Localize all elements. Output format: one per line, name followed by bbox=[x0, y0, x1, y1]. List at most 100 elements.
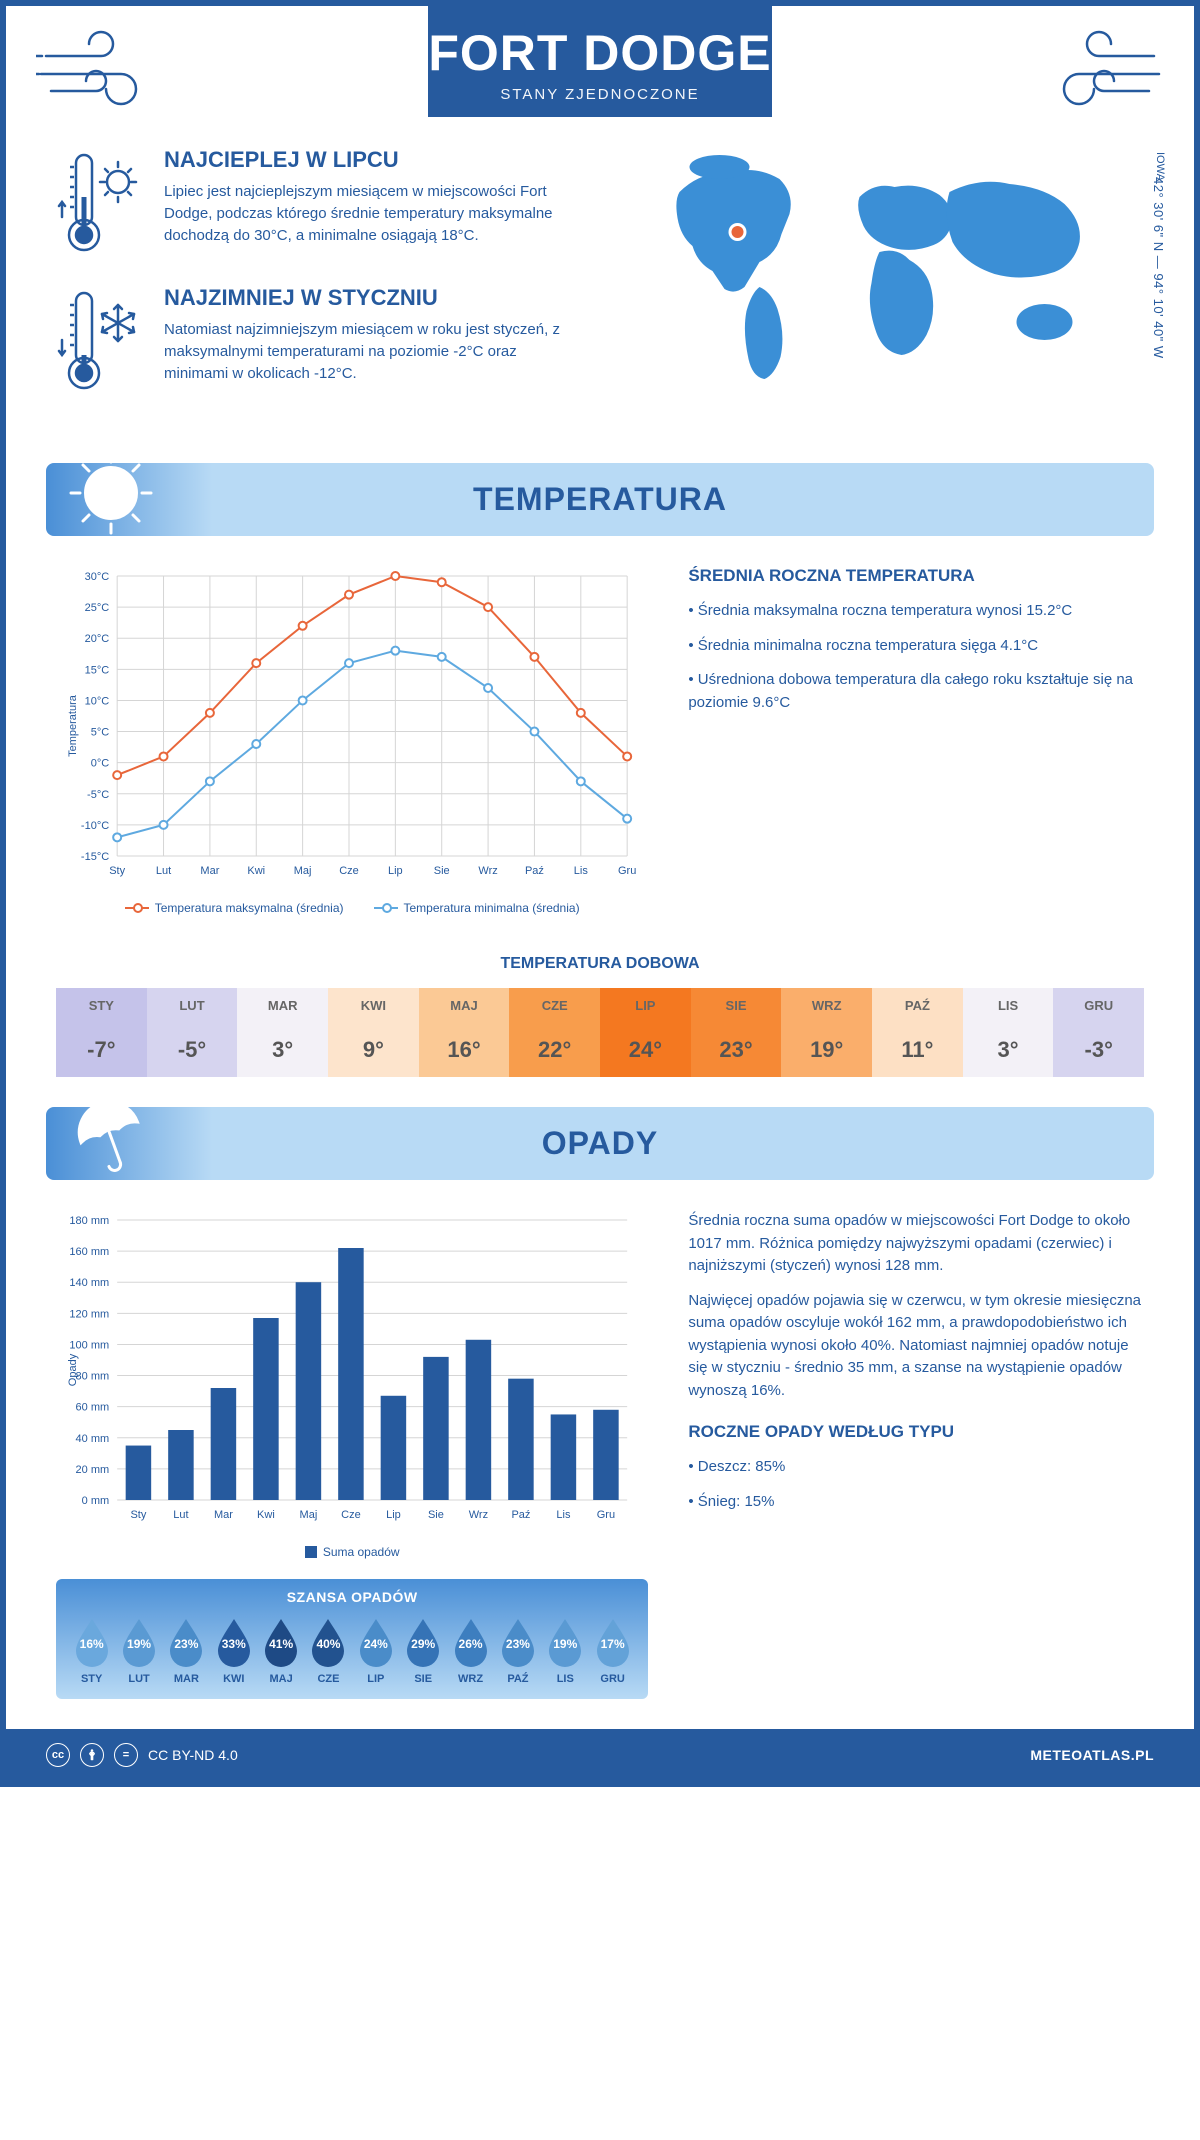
precip-chart-row: 0 mm20 mm40 mm60 mm80 mm100 mm120 mm140 … bbox=[6, 1210, 1194, 1729]
thermometer-hot-icon bbox=[56, 147, 146, 257]
svg-text:Wrz: Wrz bbox=[478, 865, 497, 877]
drop-cell: 33%KWI bbox=[210, 1615, 257, 1685]
chance-title: SZANSA OPADÓW bbox=[68, 1589, 636, 1605]
drop-cell: 19%LUT bbox=[115, 1615, 162, 1685]
legend-min: Temperatura minimalna (średnia) bbox=[374, 901, 580, 915]
cc-icon: cc bbox=[46, 1743, 70, 1767]
svg-text:20 mm: 20 mm bbox=[76, 1464, 110, 1476]
precip-heading: OPADY bbox=[46, 1125, 1154, 1162]
svg-text:Maj: Maj bbox=[294, 865, 312, 877]
dobowa-cell: CZE22° bbox=[509, 988, 600, 1077]
dobowa-cell: KWI9° bbox=[328, 988, 419, 1077]
precip-text-1: Średnia roczna suma opadów w miejscowośc… bbox=[688, 1210, 1144, 1278]
nd-icon: = bbox=[114, 1743, 138, 1767]
temp-side-text: ŚREDNIA ROCZNA TEMPERATURA • Średnia mak… bbox=[688, 566, 1144, 915]
by-icon: 🛉 bbox=[80, 1743, 104, 1767]
hot-block: NAJCIEPLEJ W LIPCU Lipiec jest najcieple… bbox=[56, 147, 585, 257]
svg-text:Wrz: Wrz bbox=[469, 1509, 488, 1521]
license-text: CC BY-ND 4.0 bbox=[148, 1747, 238, 1763]
drop-cell: 29%SIE bbox=[400, 1615, 447, 1685]
intro-section: NAJCIEPLEJ W LIPCU Lipiec jest najcieple… bbox=[6, 117, 1194, 443]
precipitation-bar-chart: 0 mm20 mm40 mm60 mm80 mm100 mm120 mm140 … bbox=[56, 1210, 648, 1530]
legend-max: Temperatura maksymalna (średnia) bbox=[125, 901, 344, 915]
svg-text:Maj: Maj bbox=[300, 1509, 318, 1521]
precip-text-2: Najwięcej opadów pojawia się w czerwcu, … bbox=[688, 1290, 1144, 1403]
hot-heading: NAJCIEPLEJ W LIPCU bbox=[164, 147, 585, 173]
svg-text:180 mm: 180 mm bbox=[69, 1215, 109, 1227]
drop-cell: 26%WRZ bbox=[447, 1615, 494, 1685]
precip-side-text: Średnia roczna suma opadów w miejscowośc… bbox=[688, 1210, 1144, 1699]
footer-site: METEOATLAS.PL bbox=[1030, 1747, 1154, 1763]
svg-text:-5°C: -5°C bbox=[87, 789, 109, 801]
temp-side-item-2: • Uśredniona dobowa temperatura dla całe… bbox=[688, 669, 1144, 714]
precip-type-heading: ROCZNE OPADY WEDŁUG TYPU bbox=[688, 1422, 1144, 1442]
hot-paragraph: Lipiec jest najcieplejszym miesiącem w m… bbox=[164, 181, 585, 246]
svg-text:30°C: 30°C bbox=[85, 571, 110, 583]
svg-text:Temperatura: Temperatura bbox=[67, 694, 79, 757]
drop-cell: 16%STY bbox=[68, 1615, 115, 1685]
legend-precip: Suma opadów bbox=[305, 1545, 400, 1559]
chance-drops-row: 16%STY19%LUT23%MAR33%KWI41%MAJ40%CZE24%L… bbox=[68, 1615, 636, 1685]
wind-icon-right bbox=[1024, 26, 1164, 116]
temp-chart-box: -15°C-10°C-5°C0°C5°C10°C15°C20°C25°C30°C… bbox=[56, 566, 648, 915]
svg-text:Cze: Cze bbox=[341, 1509, 361, 1521]
precip-banner: OPADY bbox=[46, 1107, 1154, 1180]
svg-text:Lut: Lut bbox=[156, 865, 171, 877]
drop-cell: 41%MAJ bbox=[257, 1615, 304, 1685]
precip-chart-box: 0 mm20 mm40 mm60 mm80 mm100 mm120 mm140 … bbox=[56, 1210, 648, 1699]
svg-text:Kwi: Kwi bbox=[247, 865, 265, 877]
drop-cell: 19%LIS bbox=[542, 1615, 589, 1685]
map-column: IOWA 42° 30' 6" N — 94° 10' 40" W bbox=[615, 147, 1144, 423]
temp-chart-row: -15°C-10°C-5°C0°C5°C10°C15°C20°C25°C30°C… bbox=[6, 566, 1194, 945]
svg-text:Lis: Lis bbox=[574, 865, 589, 877]
footer: cc 🛉 = CC BY-ND 4.0 METEOATLAS.PL bbox=[6, 1729, 1194, 1781]
dobowa-cell: MAJ16° bbox=[419, 988, 510, 1077]
svg-text:Gru: Gru bbox=[597, 1509, 615, 1521]
infographic-page: FORT DODGE STANY ZJEDNOCZONE bbox=[0, 0, 1200, 1787]
drop-cell: 23%PAŹ bbox=[494, 1615, 541, 1685]
svg-text:-15°C: -15°C bbox=[81, 851, 109, 863]
temp-side-item-1: • Średnia minimalna roczna temperatura s… bbox=[688, 635, 1144, 658]
chance-box: SZANSA OPADÓW 16%STY19%LUT23%MAR33%KWI41… bbox=[56, 1579, 648, 1699]
svg-text:Kwi: Kwi bbox=[257, 1509, 275, 1521]
drop-cell: 23%MAR bbox=[163, 1615, 210, 1685]
daily-temp-strip: STY-7°LUT-5°MAR3°KWI9°MAJ16°CZE22°LIP24°… bbox=[56, 988, 1144, 1077]
cold-text: NAJZIMNIEJ W STYCZNIU Natomiast najzimni… bbox=[164, 285, 585, 395]
precip-type-0: • Deszcz: 85% bbox=[688, 1456, 1144, 1479]
page-title: FORT DODGE bbox=[428, 24, 771, 82]
svg-text:Mar: Mar bbox=[200, 865, 219, 877]
svg-text:Lis: Lis bbox=[556, 1509, 571, 1521]
svg-text:15°C: 15°C bbox=[85, 664, 110, 676]
cold-paragraph: Natomiast najzimniejszym miesiącem w rok… bbox=[164, 319, 585, 384]
temp-side-item-0: • Średnia maksymalna roczna temperatura … bbox=[688, 600, 1144, 623]
dobowa-cell: PAŹ11° bbox=[872, 988, 963, 1077]
svg-text:Sie: Sie bbox=[428, 1509, 444, 1521]
precip-legend: Suma opadów bbox=[56, 1545, 648, 1559]
temp-legend: Temperatura maksymalna (średnia) Tempera… bbox=[56, 901, 648, 915]
precip-type-1: • Śnieg: 15% bbox=[688, 1491, 1144, 1514]
svg-text:5°C: 5°C bbox=[91, 727, 110, 739]
svg-text:100 mm: 100 mm bbox=[69, 1339, 109, 1351]
svg-text:120 mm: 120 mm bbox=[69, 1308, 109, 1320]
svg-text:Paź: Paź bbox=[525, 865, 544, 877]
footer-license: cc 🛉 = CC BY-ND 4.0 bbox=[46, 1743, 238, 1767]
svg-text:40 mm: 40 mm bbox=[76, 1433, 110, 1445]
temp-side-heading: ŚREDNIA ROCZNA TEMPERATURA bbox=[688, 566, 1144, 586]
temperature-line-chart: -15°C-10°C-5°C0°C5°C10°C15°C20°C25°C30°C… bbox=[56, 566, 648, 886]
coordinates: 42° 30' 6" N — 94° 10' 40" W bbox=[1151, 177, 1166, 359]
svg-text:Lip: Lip bbox=[386, 1509, 401, 1521]
dobowa-cell: STY-7° bbox=[56, 988, 147, 1077]
svg-text:Paź: Paź bbox=[511, 1509, 530, 1521]
svg-text:Lip: Lip bbox=[388, 865, 403, 877]
cold-block: NAJZIMNIEJ W STYCZNIU Natomiast najzimni… bbox=[56, 285, 585, 395]
intro-text-column: NAJCIEPLEJ W LIPCU Lipiec jest najcieple… bbox=[56, 147, 585, 423]
dobowa-cell: LIP24° bbox=[600, 988, 691, 1077]
svg-text:Cze: Cze bbox=[339, 865, 359, 877]
svg-text:140 mm: 140 mm bbox=[69, 1277, 109, 1289]
svg-text:Sty: Sty bbox=[109, 865, 125, 877]
thermometer-cold-icon bbox=[56, 285, 146, 395]
header-row: FORT DODGE STANY ZJEDNOCZONE bbox=[6, 6, 1194, 117]
world-map bbox=[615, 147, 1144, 387]
cold-heading: NAJZIMNIEJ W STYCZNIU bbox=[164, 285, 585, 311]
svg-text:Gru: Gru bbox=[618, 865, 636, 877]
